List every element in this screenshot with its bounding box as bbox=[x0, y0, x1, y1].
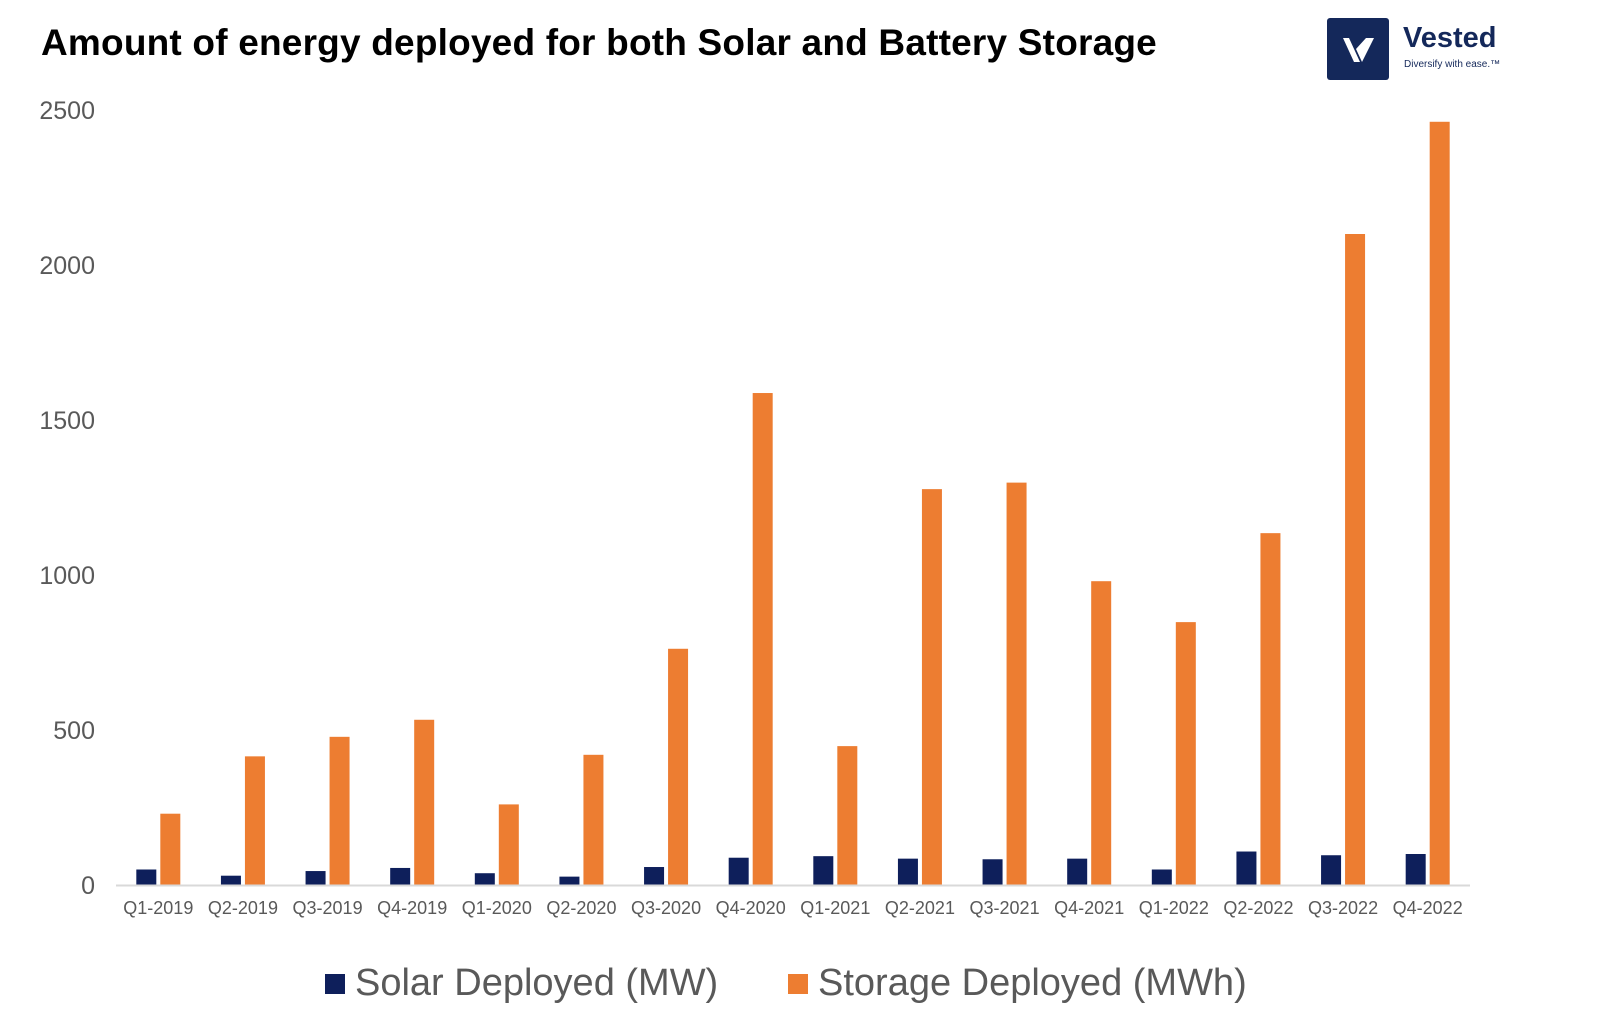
storage-bar bbox=[498, 804, 519, 885]
x-tick-label: Q2-2020 bbox=[546, 898, 616, 918]
x-tick-label: Q1-2020 bbox=[462, 898, 532, 918]
solar-bar bbox=[897, 858, 918, 885]
storage-bar bbox=[668, 648, 689, 885]
storage-bar bbox=[1429, 121, 1450, 885]
legend: Solar Deployed (MW) Storage Deployed (MW… bbox=[0, 962, 1600, 1012]
solar-bar bbox=[305, 871, 326, 885]
logo-wordmark: Vested bbox=[1403, 22, 1497, 54]
solar-bar bbox=[813, 856, 834, 885]
solar-bar bbox=[1405, 854, 1426, 885]
vested-v-icon bbox=[1327, 18, 1389, 80]
y-tick-label: 500 bbox=[53, 717, 95, 745]
storage-bar bbox=[1175, 622, 1196, 885]
x-tick-label: Q4-2022 bbox=[1393, 898, 1463, 918]
x-tick-label: Q3-2019 bbox=[293, 898, 363, 918]
solar-bar bbox=[728, 857, 749, 885]
solar-bar bbox=[644, 867, 665, 885]
solar-bar bbox=[136, 869, 157, 885]
storage-bar bbox=[244, 756, 265, 885]
solar-bar bbox=[1151, 869, 1172, 885]
solar-bar bbox=[1236, 851, 1257, 885]
storage-bar bbox=[921, 489, 942, 885]
solar-bar bbox=[220, 875, 241, 885]
solar-bar bbox=[1067, 858, 1088, 885]
x-tick-label: Q4-2021 bbox=[1054, 898, 1124, 918]
x-tick-label: Q1-2021 bbox=[800, 898, 870, 918]
x-tick-label: Q2-2021 bbox=[885, 898, 955, 918]
legend-label-storage: Storage Deployed (MWh) bbox=[818, 962, 1247, 1004]
storage-bar bbox=[414, 719, 435, 885]
y-tick-label: 1000 bbox=[39, 562, 95, 590]
storage-bar bbox=[1091, 581, 1112, 885]
x-tick-label: Q3-2021 bbox=[970, 898, 1040, 918]
x-tick-label: Q2-2022 bbox=[1223, 898, 1293, 918]
y-tick-label: 1500 bbox=[39, 407, 95, 435]
x-tick-label: Q3-2020 bbox=[631, 898, 701, 918]
x-tick-label: Q4-2019 bbox=[377, 898, 447, 918]
legend-label-solar: Solar Deployed (MW) bbox=[355, 962, 719, 1004]
x-tick-label: Q1-2022 bbox=[1139, 898, 1209, 918]
solar-bar bbox=[390, 867, 411, 885]
chart-title: Amount of energy deployed for both Solar… bbox=[41, 22, 1157, 63]
storage-bar bbox=[160, 813, 181, 885]
storage-bar bbox=[583, 754, 604, 885]
x-tick-label: Q2-2019 bbox=[208, 898, 278, 918]
vested-logo: Vested Diversify with ease.™ bbox=[1327, 18, 1527, 82]
storage-bar bbox=[1345, 234, 1366, 885]
y-tick-label: 2500 bbox=[39, 97, 95, 125]
x-tick-label: Q1-2019 bbox=[123, 898, 193, 918]
solar-bar bbox=[474, 873, 495, 885]
y-tick-label: 2000 bbox=[39, 252, 95, 280]
solar-bar bbox=[1321, 855, 1342, 885]
storage-bar bbox=[329, 736, 350, 885]
solar-bar bbox=[982, 859, 1003, 885]
solar-bar bbox=[559, 876, 580, 885]
storage-bar bbox=[837, 746, 858, 885]
storage-bar bbox=[752, 393, 773, 885]
x-tick-label: Q4-2020 bbox=[716, 898, 786, 918]
logo-tagline: Diversify with ease.™ bbox=[1404, 59, 1501, 70]
legend-swatch-storage bbox=[788, 974, 808, 994]
legend-swatch-solar bbox=[325, 974, 345, 994]
y-tick-label: 0 bbox=[81, 872, 95, 900]
storage-bar bbox=[1006, 482, 1027, 885]
x-tick-label: Q3-2022 bbox=[1308, 898, 1378, 918]
storage-bar bbox=[1260, 533, 1281, 885]
